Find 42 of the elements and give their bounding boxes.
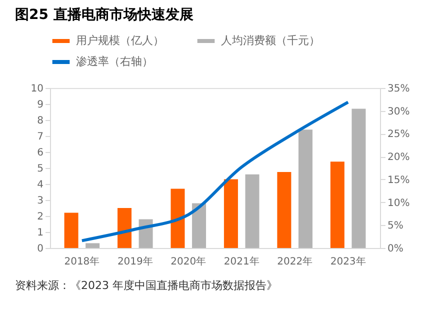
bar — [64, 212, 78, 248]
y2-tick-label: 0% — [388, 244, 404, 254]
x-tick-label: 2020年 — [170, 256, 206, 268]
bar — [330, 162, 344, 248]
bar — [352, 108, 366, 248]
y2-tick-label: 20% — [388, 152, 410, 164]
legend-label: 渗透率（右轴） — [76, 55, 153, 68]
x-tick-label: 2023年 — [330, 256, 366, 268]
y-tick-label: 3 — [37, 196, 44, 206]
bar — [298, 130, 312, 248]
y-tick-label: 9 — [37, 100, 44, 110]
y-tick-label: 1 — [37, 228, 44, 238]
x-tick-label: 2018年 — [64, 256, 100, 268]
y2-tick-label: 10% — [388, 198, 410, 209]
legend-label: 人均消费额（千元） — [221, 34, 320, 47]
x-tick-label: 2019年 — [117, 256, 153, 268]
y2-tick-label: 5% — [388, 220, 404, 232]
bar — [277, 172, 292, 248]
bar — [86, 243, 100, 248]
y-tick-label: 2 — [37, 212, 44, 222]
y-tick-label: 5 — [37, 164, 44, 174]
y-tick-label: 4 — [37, 180, 44, 190]
y-tick-label: 10 — [30, 84, 44, 94]
x-tick-label: 2022年 — [277, 256, 313, 268]
y2-tick-label: 25% — [388, 129, 410, 140]
bar — [118, 208, 132, 248]
y2-tick-label: 35% — [388, 84, 410, 94]
y2-tick-label: 30% — [388, 106, 410, 118]
line-series — [80, 100, 350, 242]
y-tick-label: 0 — [37, 244, 44, 254]
bar — [170, 188, 185, 248]
bar — [192, 203, 206, 248]
bar — [245, 174, 260, 248]
y-tick-label: 7 — [37, 132, 44, 142]
bar — [224, 179, 238, 248]
legend-label: 用户规模（亿人） — [76, 34, 164, 47]
text: 资料来源：《2023 年度中国直播电商市场数据报告》 — [15, 279, 278, 292]
y-tick-label: 6 — [37, 148, 44, 158]
x-tick-label: 2021年 — [224, 256, 260, 268]
y-tick-label: 8 — [37, 116, 44, 126]
chart-title: 图25 直播电商市场快速发展 — [15, 6, 194, 23]
y2-tick-label: 15% — [388, 174, 410, 186]
